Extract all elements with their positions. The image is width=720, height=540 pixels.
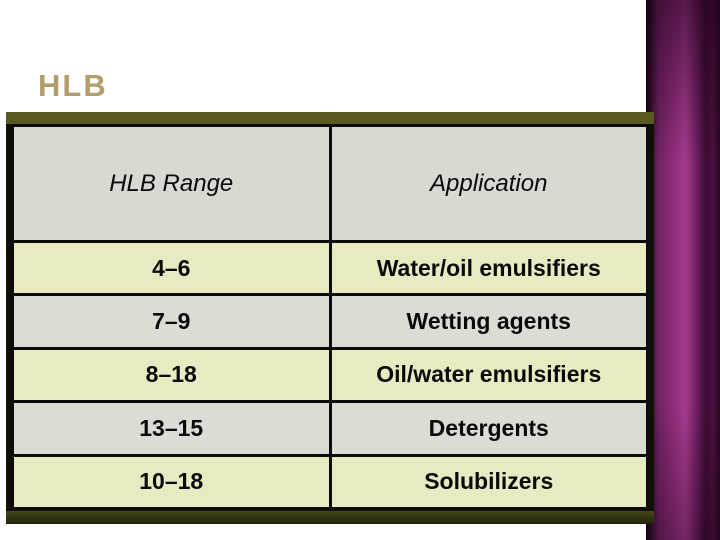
cell-application: Oil/water emulsifiers [328, 346, 649, 404]
slide-title: HLB [38, 68, 108, 103]
table-row: 7–9 Wetting agents [11, 293, 649, 350]
table-row: 13–15 Detergents [11, 400, 649, 457]
cell-range: 7–9 [11, 293, 332, 350]
cell-application: Wetting agents [328, 293, 649, 350]
cell-application: Water/oil emulsifiers [328, 239, 649, 297]
hlb-table: HLB Range Application 4–6 Water/oil emul… [11, 124, 649, 511]
table-row: 4–6 Water/oil emulsifiers [11, 239, 649, 297]
table-row: 8–18 Oil/water emulsifiers [11, 346, 649, 404]
cell-range: 8–18 [11, 346, 332, 404]
header-hlb-range: HLB Range [11, 124, 332, 243]
header-application: Application [328, 124, 649, 243]
table-row: 10–18 Solubilizers [11, 453, 649, 511]
hlb-table-frame: HLB Range Application 4–6 Water/oil emul… [6, 112, 654, 524]
decorative-purple-band [646, 0, 720, 540]
cell-range: 13–15 [11, 400, 332, 457]
cell-application: Detergents [328, 400, 649, 457]
cell-range: 4–6 [11, 239, 332, 297]
table-header-row: HLB Range Application [11, 124, 649, 243]
cell-application: Solubilizers [328, 453, 649, 511]
cell-range: 10–18 [11, 453, 332, 511]
